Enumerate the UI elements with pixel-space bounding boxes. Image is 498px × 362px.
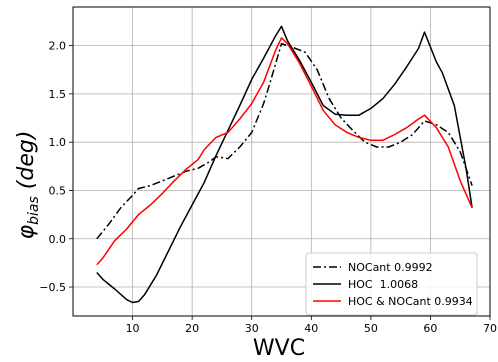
legend-label-hoc: HOC 1.0068 (348, 278, 418, 291)
y-axis-ticks: −0.5 0.0 0.5 1.0 1.5 2.0 (39, 40, 73, 294)
x-tick-label: 30 (245, 322, 259, 335)
y-tick-label: 1.0 (49, 136, 67, 149)
y-tick-label: 0.5 (49, 184, 67, 197)
legend-label-nocant: NOCant 0.9992 (348, 261, 433, 274)
x-axis-label: WVC (253, 336, 305, 361)
y-axis-label-symbol: φ (14, 224, 39, 239)
x-axis-ticks: 10 20 30 40 50 60 70 (126, 316, 497, 335)
legend-label-hoc-nocant: HOC & NOCant 0.9934 (348, 295, 473, 308)
legend-box (305, 252, 478, 316)
x-tick-label: 70 (483, 322, 497, 335)
plot-frame (72, 6, 491, 317)
x-tick-label: 40 (304, 322, 318, 335)
y-axis-label: φbias (deg) (14, 131, 42, 240)
y-tick-label: 0.0 (49, 233, 67, 246)
x-tick-label: 10 (126, 322, 140, 335)
series-line-hoc (96, 25, 473, 304)
y-tick-label: 1.5 (49, 88, 67, 101)
y-axis-label-units: (deg) (14, 131, 39, 190)
x-tick-label: 60 (423, 322, 437, 335)
y-axis-label-subscript: bias (26, 196, 42, 225)
series-line-hoc-nocant (96, 37, 473, 266)
x-tick-label: 50 (364, 322, 378, 335)
legend: NOCant 0.9992 HOC 1.0068 HOC & NOCant 0.… (305, 252, 478, 316)
y-tick-label: −0.5 (39, 281, 66, 294)
y-tick-label: 2.0 (49, 40, 67, 53)
series-layer (96, 25, 473, 304)
series-line-nocant (96, 42, 473, 240)
x-tick-label: 20 (185, 322, 199, 335)
